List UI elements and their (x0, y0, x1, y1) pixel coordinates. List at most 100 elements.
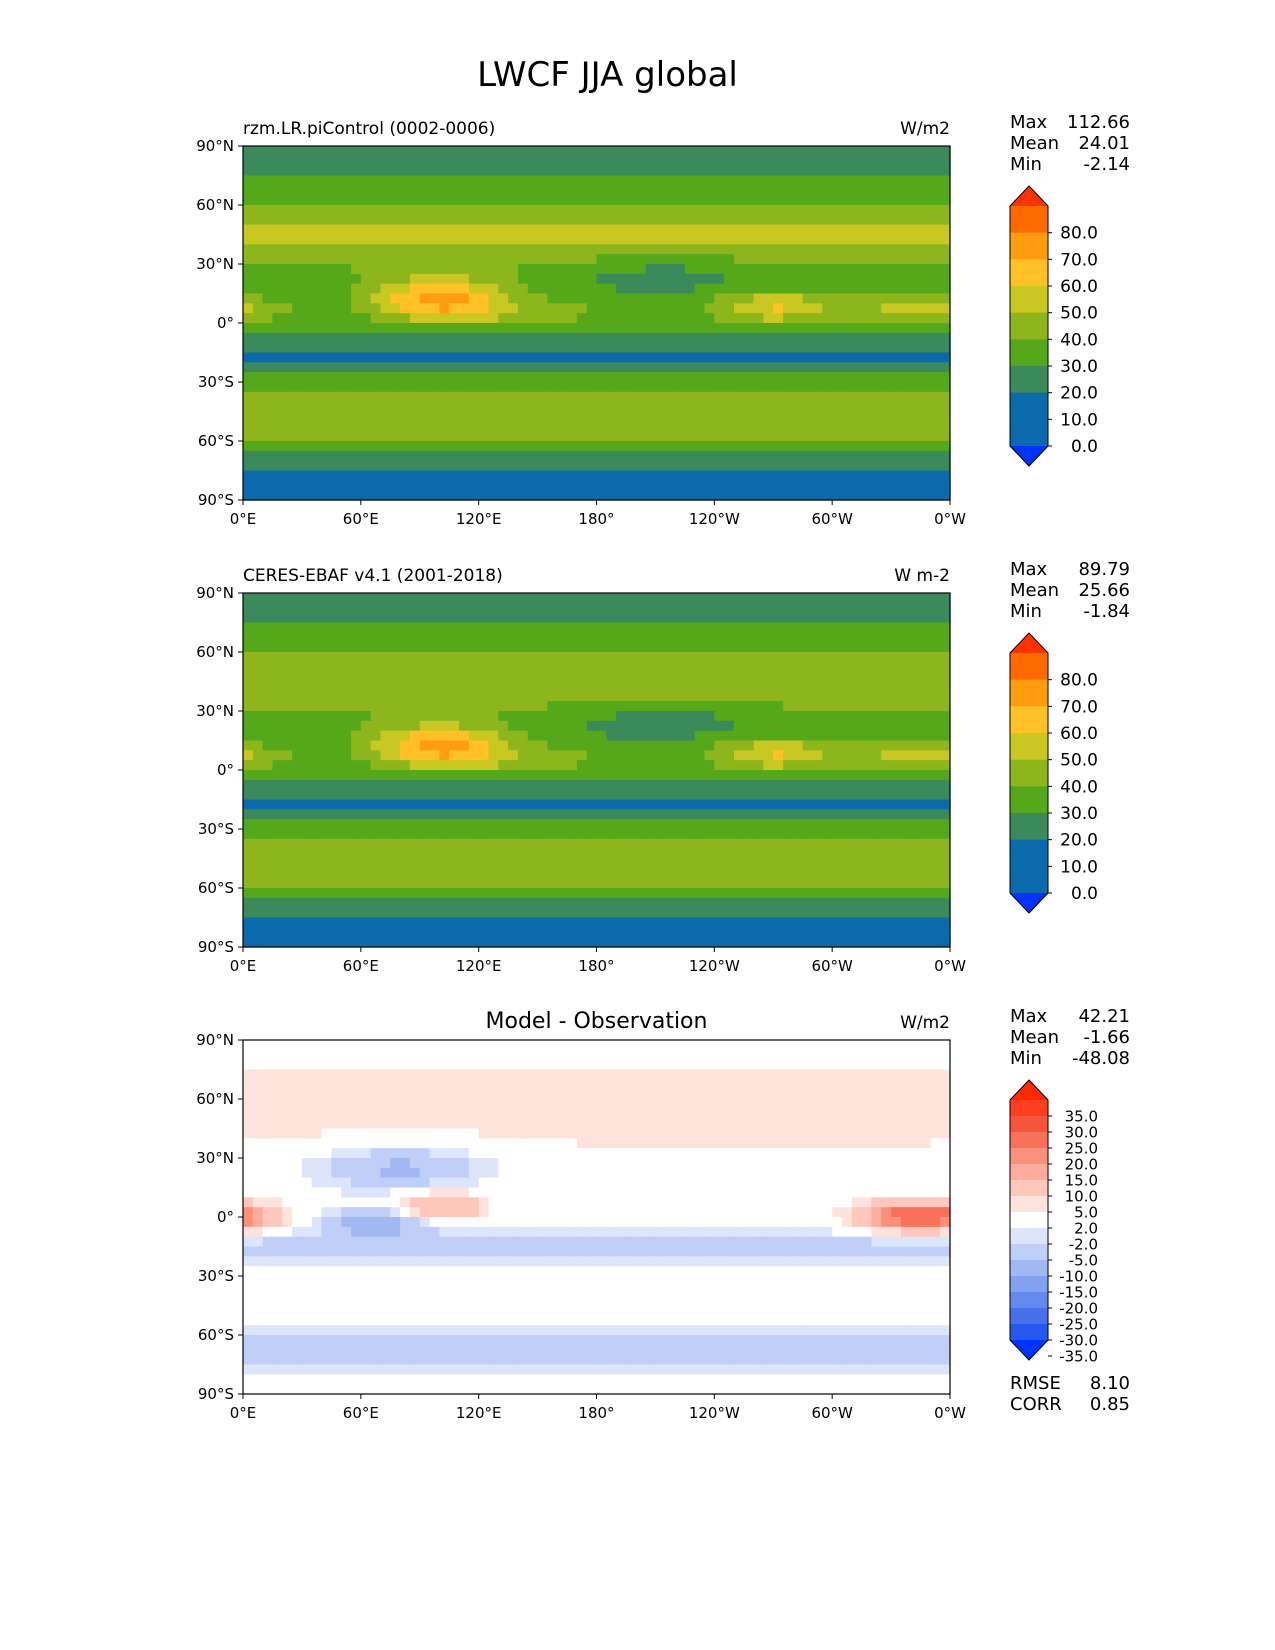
heatmap-cell (763, 671, 774, 683)
heatmap-cell (380, 401, 391, 413)
heatmap-cell (301, 155, 313, 167)
heatmap-cell (881, 382, 892, 393)
heatmap-cell (861, 352, 873, 363)
heatmap-cell (802, 642, 814, 653)
heatmap-cell (763, 313, 774, 324)
heatmap-cell (861, 622, 873, 633)
heatmap-cell (586, 411, 598, 422)
heatmap-cell (851, 701, 863, 712)
heatmap-cell (547, 293, 558, 304)
heatmap-cell (694, 711, 706, 722)
heatmap-cell (439, 382, 450, 393)
heatmap-cell (773, 175, 784, 186)
heatmap-cell (429, 234, 440, 245)
heatmap-cell (940, 809, 951, 820)
heatmap-cell (635, 175, 647, 186)
heatmap-cell (871, 878, 882, 889)
heatmap-cell (252, 450, 264, 462)
heatmap-cell (272, 760, 283, 771)
heatmap-cell (812, 720, 823, 732)
heatmap-cell (822, 858, 833, 869)
heatmap-cell (262, 323, 274, 334)
heatmap-cell (478, 819, 490, 830)
heatmap-cell (635, 214, 647, 226)
heatmap-cell (351, 352, 362, 363)
heatmap-cell (861, 632, 873, 643)
heatmap-cell (341, 273, 352, 285)
heatmap-cell (292, 661, 303, 673)
heatmap-cell (655, 224, 666, 236)
heatmap-cell (429, 809, 440, 820)
heatmap-cell (576, 671, 588, 683)
heatmap-cell (409, 779, 421, 791)
heatmap-cell (508, 858, 519, 869)
heatmap-cell (576, 691, 588, 702)
heatmap-cell (851, 750, 863, 761)
heatmap-cell (331, 770, 342, 781)
heatmap-cell (812, 273, 823, 285)
heatmap-cell (400, 799, 411, 810)
heatmap-cell (704, 829, 715, 840)
heatmap-cell (645, 858, 657, 869)
heatmap-cell (478, 730, 490, 742)
heatmap-cell (606, 441, 617, 452)
heatmap-cell (812, 391, 823, 403)
heatmap-cell (331, 730, 342, 742)
heatmap-cell (498, 602, 509, 614)
heatmap-cell (370, 701, 382, 712)
heatmap-cell (675, 401, 686, 413)
heatmap-cell (459, 632, 470, 643)
heatmap-cell (351, 254, 362, 265)
heatmap-cell (773, 760, 784, 771)
heatmap-cell (459, 254, 470, 265)
heatmap-cell (920, 632, 931, 643)
heatmap-cell (773, 740, 784, 751)
heatmap-cell (341, 441, 352, 452)
heatmap-cell (517, 602, 529, 614)
heatmap-cell (802, 293, 814, 304)
heatmap-cell (861, 642, 873, 653)
heatmap-cell (930, 195, 941, 206)
heatmap-cell (498, 411, 509, 422)
heatmap-cell (419, 146, 431, 157)
heatmap-cell (694, 878, 706, 889)
heatmap-cell (537, 612, 548, 624)
heatmap-cell (557, 244, 568, 255)
heatmap-cell (675, 838, 686, 850)
heatmap-cell (822, 838, 833, 850)
heatmap-cell (341, 760, 352, 771)
heatmap-cell (596, 480, 607, 491)
heatmap-cell (851, 809, 863, 820)
heatmap-cell (891, 450, 902, 462)
heatmap-cell (871, 809, 882, 820)
heatmap-cell (881, 878, 892, 889)
heatmap-cell (243, 431, 254, 442)
heatmap-cell (321, 185, 332, 196)
heatmap-cell (871, 799, 882, 810)
heatmap-cell (527, 878, 539, 889)
heatmap-cell (616, 441, 627, 452)
heatmap-cell (360, 450, 372, 462)
heatmap-cell (822, 332, 833, 344)
heatmap-cell (292, 602, 303, 614)
heatmap-cell (370, 244, 382, 255)
heatmap-cell (517, 711, 529, 722)
heatmap-cell (891, 382, 902, 393)
heatmap-cell (675, 602, 686, 614)
heatmap-cell (390, 490, 401, 501)
heatmap-cell (468, 868, 480, 879)
heatmap-cell (930, 612, 941, 624)
heatmap-cell (272, 809, 283, 820)
heatmap-cell (694, 234, 706, 245)
heatmap-cell (400, 740, 411, 751)
heatmap-cell (557, 283, 568, 295)
heatmap-cell (508, 652, 519, 663)
heatmap-cell (773, 391, 784, 403)
heatmap-cell (547, 602, 558, 614)
heatmap-cell (331, 490, 342, 501)
heatmap-cell (724, 244, 735, 255)
heatmap-cell (400, 760, 411, 771)
heatmap-cell (331, 848, 342, 860)
heatmap-cell (704, 441, 715, 452)
heatmap-cell (292, 907, 303, 919)
